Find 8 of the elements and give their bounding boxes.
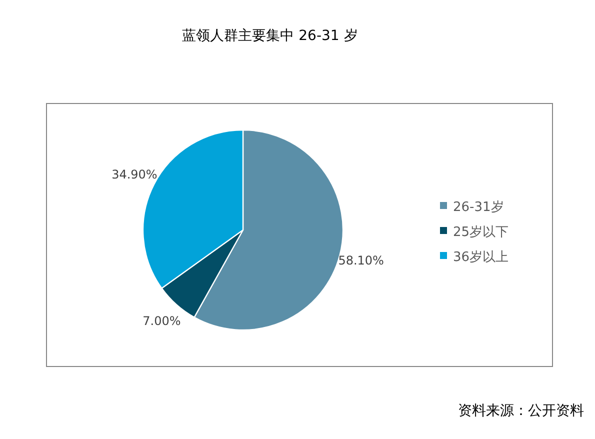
legend-label: 25岁以下: [453, 225, 509, 240]
legend-label: 36岁以上: [453, 250, 509, 265]
legend-label: 26-31岁: [453, 200, 504, 215]
data-label: 7.00%: [142, 314, 181, 328]
text: 资料来源：公开资料: [458, 403, 584, 419]
chart-title: 蓝领人群主要集中 26-31 岁: [182, 28, 358, 44]
data-label: 58.10%: [338, 254, 384, 268]
data-label: 34.90%: [112, 167, 158, 182]
